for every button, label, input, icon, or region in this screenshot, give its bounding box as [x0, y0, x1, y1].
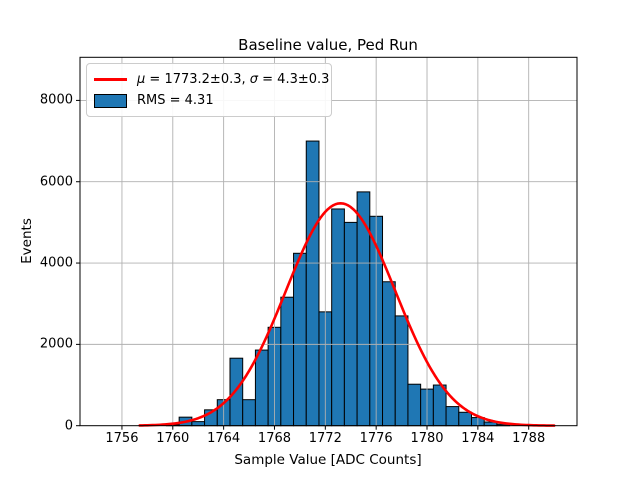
- sigma-symbol: σ: [249, 72, 259, 87]
- x-tick-label: 1756: [105, 431, 139, 446]
- legend-red-line-swatch: [94, 78, 127, 81]
- mu-value: = 1773.2±0.3,: [145, 72, 250, 87]
- y-axis-label: Events: [19, 218, 35, 264]
- hist-bar: [343, 221, 358, 427]
- hist-bar: [432, 384, 447, 427]
- mu-symbol: μ: [137, 72, 146, 87]
- hist-bar: [458, 411, 473, 427]
- gaussian-fit-curve: [138, 201, 556, 427]
- hist-bar: [305, 140, 320, 427]
- legend-fit-label: μ = 1773.2±0.3, σ = 4.3±0.3: [137, 72, 329, 87]
- hist-bar: [445, 406, 460, 427]
- legend-entry-fit: μ = 1773.2±0.3, σ = 4.3±0.3: [94, 69, 329, 90]
- y-tick-label: 0: [64, 418, 73, 434]
- x-axis-label: Sample Value [ADC Counts]: [234, 452, 422, 468]
- hist-bar: [280, 296, 295, 427]
- hist-bar: [254, 349, 269, 427]
- hist-bar: [229, 357, 244, 427]
- x-tick-label: 1788: [512, 431, 546, 446]
- chart-title: Baseline value, Ped Run: [238, 36, 418, 54]
- hist-bar: [293, 252, 307, 427]
- y-tick-label: 6000: [39, 174, 73, 190]
- y-tick-label: 4000: [39, 255, 73, 271]
- hist-bar: [191, 421, 206, 427]
- y-tick-label: 8000: [39, 92, 73, 108]
- hist-bar: [242, 399, 256, 427]
- legend-blue-patch-swatch: [94, 93, 127, 108]
- x-tick-label: 1764: [207, 431, 241, 446]
- x-tick-label: 1772: [308, 431, 342, 446]
- x-tick-label: 1760: [156, 431, 190, 446]
- legend-rms-label: RMS = 4.31: [137, 93, 214, 108]
- y-tick-label: 2000: [39, 336, 73, 352]
- x-tick-label: 1776: [359, 431, 393, 446]
- hist-bar: [331, 208, 345, 427]
- sigma-value: = 4.3±0.3: [258, 72, 330, 87]
- x-tick-label: 1784: [461, 431, 495, 446]
- hist-bar: [382, 281, 396, 427]
- legend-entry-hist: RMS = 4.31: [94, 90, 323, 111]
- x-tick-label: 1768: [257, 431, 292, 446]
- x-tick-label: 1780: [410, 431, 444, 446]
- hist-bar: [407, 383, 422, 427]
- hist-bar: [394, 315, 409, 427]
- legend: μ = 1773.2±0.3, σ = 4.3±0.3 RMS = 4.31: [86, 63, 332, 117]
- plot-border: [79, 56, 578, 427]
